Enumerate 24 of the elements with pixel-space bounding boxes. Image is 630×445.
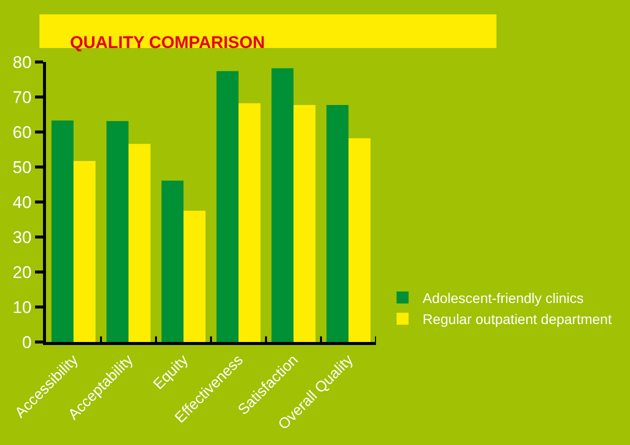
y-tick-label: 70 bbox=[12, 88, 32, 107]
bar bbox=[106, 121, 128, 342]
bar bbox=[74, 161, 96, 342]
bar bbox=[128, 144, 150, 342]
bar bbox=[272, 68, 294, 342]
y-tick-label: 20 bbox=[12, 262, 32, 282]
chart-title: QUALITY COMPARISON bbox=[70, 33, 265, 52]
y-tick-label: 50 bbox=[12, 158, 32, 177]
bar bbox=[238, 103, 260, 342]
bar bbox=[184, 210, 206, 342]
legend-label: Adolescent-friendly clinics bbox=[422, 290, 584, 306]
bar bbox=[52, 120, 74, 342]
y-tick-label: 10 bbox=[12, 298, 32, 317]
y-tick-label: 30 bbox=[12, 228, 32, 247]
bar bbox=[216, 71, 238, 342]
bar bbox=[348, 138, 370, 342]
bar bbox=[326, 105, 348, 342]
bar bbox=[294, 105, 316, 342]
bar bbox=[162, 180, 184, 342]
y-tick-label: 60 bbox=[12, 122, 32, 142]
legend-label: Regular outpatient department bbox=[422, 311, 612, 328]
y-tick-label: 0 bbox=[22, 332, 32, 352]
y-tick-label: 80 bbox=[12, 52, 32, 72]
y-tick-label: 40 bbox=[12, 192, 32, 212]
